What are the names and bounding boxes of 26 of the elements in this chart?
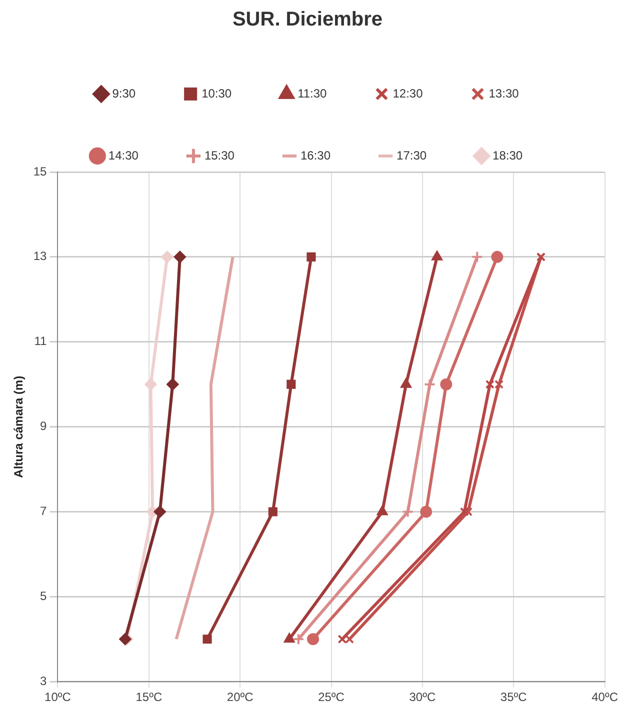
x-tick-label: 25ºC [318,690,345,704]
legend-label: 15:30 [204,148,235,162]
x-tick-label: 40ºC [592,690,618,704]
legend-label: 13:30 [488,86,520,100]
chart-title: SUR. Diciembre [232,8,383,31]
y-tick-label: 9 [40,419,48,434]
legend-label: 18:30 [492,148,523,162]
legend-label: 12:30 [392,86,424,100]
x-tick-label: 30ºC [409,690,436,704]
y-tick-label: 13 [33,249,48,264]
x-tick-label: 10ºC [44,690,72,704]
legend-label: 16:30 [300,148,331,162]
y-axis-title: Altura cámara (m) [12,376,26,478]
y-tick-label: 11 [34,334,48,348]
y-tick-label: 3 [40,674,48,688]
x-tick-label: 15ºC [136,690,162,704]
legend-label: 10:30 [202,86,232,100]
legend-label: 9:30 [112,86,136,100]
x-tick-label: 35ºC [500,690,528,704]
x-tick-label: 20ºC [226,690,254,704]
legend-label: 11:30 [298,86,328,100]
y-tick-label: 15 [33,164,48,178]
legend-label: 14:30 [108,148,139,162]
legend-label: 17:30 [396,148,427,162]
y-tick-label: 7 [40,504,48,518]
y-tick-label: 5 [40,588,48,603]
